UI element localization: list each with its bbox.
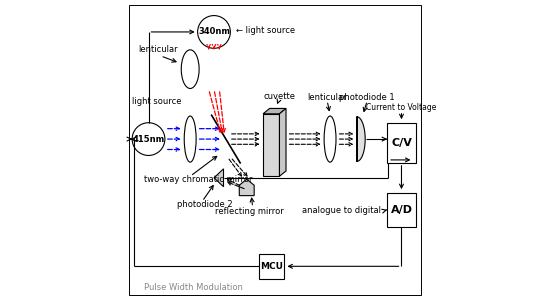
Text: C/V: C/V [391,138,412,148]
Polygon shape [263,109,286,114]
Text: two-way chromatic mirror: two-way chromatic mirror [144,175,252,184]
Polygon shape [214,169,223,187]
Text: 415nm: 415nm [133,135,164,144]
Text: ← light source: ← light source [236,26,295,35]
Bar [387,193,416,227]
Text: photodiode 2: photodiode 2 [177,200,233,209]
Text: Current to Voltage: Current to Voltage [366,103,437,112]
Text: photodiode 1: photodiode 1 [339,93,395,102]
Text: Pulse Width Modulation: Pulse Width Modulation [144,283,243,292]
Text: MCU: MCU [260,262,283,271]
Bar [263,114,279,176]
Text: 340nm: 340nm [198,28,230,36]
Text: reflecting mirror: reflecting mirror [216,208,284,216]
Bar [387,123,416,163]
Text: cuvette: cuvette [263,92,295,101]
Bar [258,254,284,279]
Text: analogue to digital: analogue to digital [302,206,381,215]
Polygon shape [357,117,365,161]
Text: A/D: A/D [390,205,412,215]
Text: lenticular: lenticular [307,93,347,102]
Polygon shape [239,179,254,196]
Polygon shape [279,109,286,176]
Text: lenticular: lenticular [138,45,178,54]
Text: light source: light source [132,97,182,106]
